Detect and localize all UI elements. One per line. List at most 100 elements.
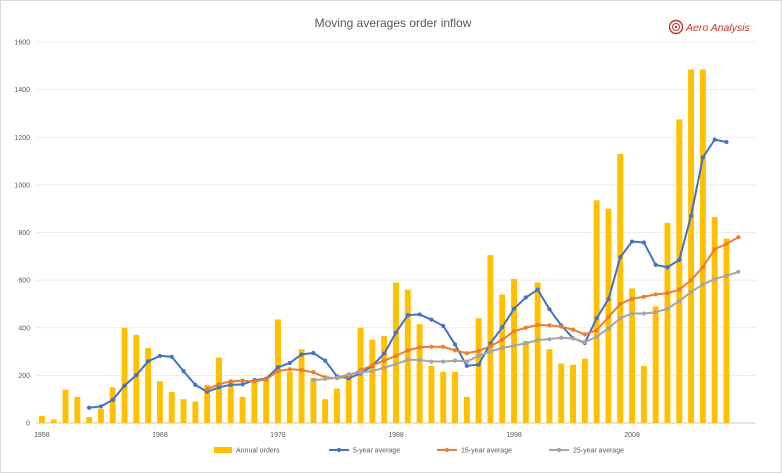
bar <box>133 334 140 423</box>
line-point <box>382 358 387 363</box>
y-axis: 0 200 400 600 800 1000 1200 1400 1600 <box>14 40 30 428</box>
line-point <box>653 292 658 297</box>
logo-text: Aero Analysis <box>685 22 751 34</box>
y-tick-label: 400 <box>18 325 30 332</box>
line-point <box>618 255 623 260</box>
logo: Aero Analysis <box>668 19 751 35</box>
bar <box>487 255 494 423</box>
bar <box>570 364 576 423</box>
bar <box>393 282 399 423</box>
line-point <box>134 373 139 378</box>
bar <box>310 377 317 423</box>
bar <box>522 340 529 423</box>
bar <box>558 363 565 423</box>
legend-label: 15-year average <box>461 448 512 455</box>
line-point <box>228 379 233 384</box>
legend-marker <box>336 447 342 453</box>
line-point <box>712 276 717 282</box>
line-point <box>500 345 505 351</box>
line-point <box>594 316 599 321</box>
line-point <box>264 377 269 382</box>
line-series <box>87 137 741 410</box>
line-point <box>287 367 292 372</box>
y-tick-label: 0 <box>26 421 30 428</box>
line-point <box>570 327 576 332</box>
line-point <box>523 325 528 330</box>
y-tick-label: 1200 <box>14 135 30 142</box>
aero-logo-icon <box>668 19 684 35</box>
line-point <box>464 351 469 356</box>
line-point <box>311 378 316 383</box>
legend: Annual orders 5-year average 15-year avera… <box>214 447 624 455</box>
bar <box>322 399 329 423</box>
line-point <box>653 310 658 315</box>
line-point <box>736 235 741 240</box>
bar <box>180 399 187 423</box>
line-point <box>547 337 552 342</box>
line-point <box>323 358 328 363</box>
bar <box>204 384 211 423</box>
legend-marker <box>444 447 450 453</box>
line-point <box>323 376 328 382</box>
line-point <box>287 360 292 366</box>
bar <box>723 238 730 423</box>
x-tick-label: 1978 <box>270 432 286 439</box>
line-point <box>358 370 363 375</box>
line-point <box>653 262 658 267</box>
line-point <box>559 335 564 340</box>
line-point <box>606 297 611 302</box>
bar <box>463 396 470 423</box>
line-point <box>157 353 163 358</box>
line-point <box>228 382 233 387</box>
bar <box>50 419 57 423</box>
bar <box>334 388 340 423</box>
bar <box>62 389 69 423</box>
bar <box>286 371 293 423</box>
bar <box>369 339 376 423</box>
line-point <box>110 397 115 403</box>
line-point <box>688 278 694 283</box>
line-point <box>370 363 375 368</box>
legend-label: Annual orders <box>236 448 280 455</box>
line-point <box>122 383 127 388</box>
line-point <box>240 382 245 387</box>
line-point <box>523 295 528 300</box>
line-point <box>299 368 304 373</box>
x-tick-label: 1968 <box>152 432 168 439</box>
line-point <box>275 365 281 370</box>
bar <box>404 289 411 423</box>
line-point <box>594 328 599 333</box>
line-point <box>476 362 481 367</box>
bar <box>121 327 128 423</box>
bar <box>86 417 93 423</box>
bar <box>239 396 246 423</box>
line-point <box>535 338 540 343</box>
line-point <box>724 273 729 278</box>
series-line <box>206 236 739 391</box>
line-point <box>629 311 635 316</box>
line-point <box>641 294 646 299</box>
bar <box>168 392 175 423</box>
line-point <box>641 240 646 245</box>
line-point <box>665 306 670 311</box>
line-point <box>700 282 705 287</box>
y-tick-label: 200 <box>18 373 30 380</box>
bar <box>499 294 506 423</box>
y-tick-label: 1600 <box>14 40 30 47</box>
bar <box>452 371 458 423</box>
x-tick-label: 1958 <box>34 432 50 439</box>
line-point <box>417 312 422 317</box>
bar <box>699 69 706 424</box>
bar <box>511 278 517 423</box>
line-point <box>216 385 222 390</box>
bar <box>74 396 81 423</box>
line-point <box>464 359 469 364</box>
line-point <box>98 404 104 409</box>
bar <box>475 318 482 423</box>
bar <box>145 347 152 423</box>
bar <box>192 401 199 423</box>
line-point <box>240 378 245 383</box>
